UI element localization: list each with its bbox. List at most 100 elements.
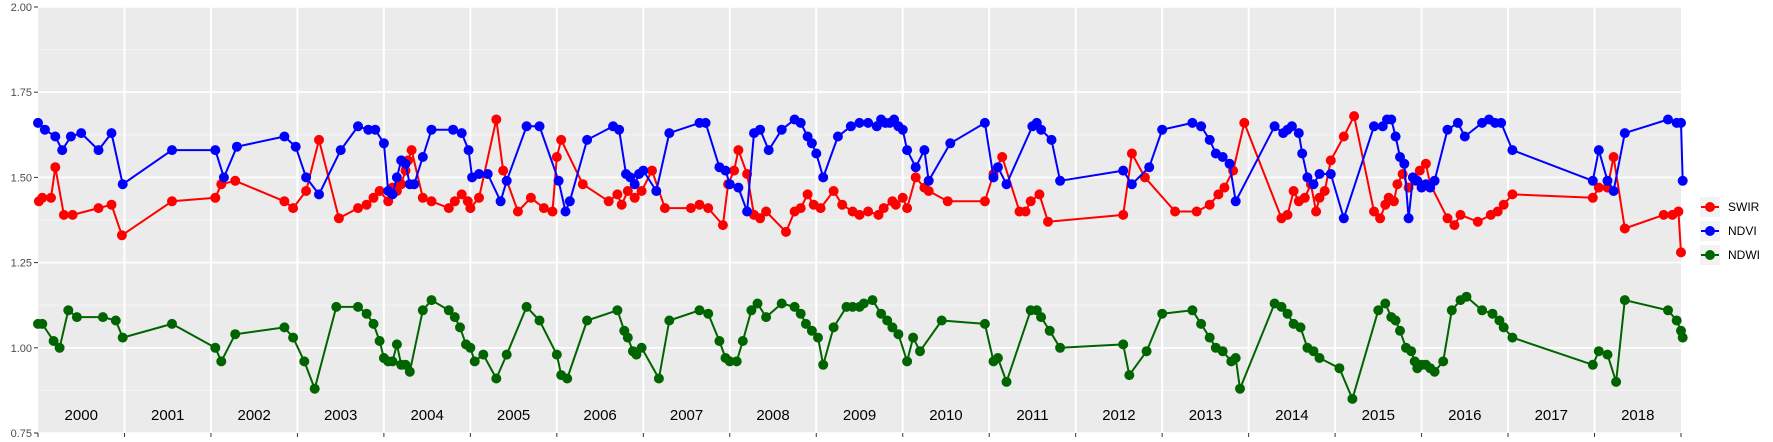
data-point-ndwi [761, 312, 772, 323]
data-point-ndvi [724, 179, 735, 190]
data-point-ndvi [426, 124, 437, 135]
data-point-ndvi [167, 145, 177, 156]
data-point-swir [694, 199, 705, 210]
data-point-ndvi [1224, 158, 1235, 169]
data-point-swir [1673, 206, 1684, 217]
data-point-swir [512, 206, 523, 217]
data-point-ndwi [1619, 295, 1630, 306]
data-point-swir [1472, 216, 1483, 227]
data-point-ndwi [374, 336, 385, 346]
data-point-ndwi [818, 359, 829, 370]
data-point-ndwi [391, 339, 402, 350]
year-label: 2007 [670, 407, 703, 424]
data-point-ndwi [361, 308, 372, 319]
year-label: 2006 [583, 407, 616, 424]
data-point-ndvi [534, 121, 545, 132]
data-point-swir [873, 209, 884, 220]
data-point-ndwi [521, 301, 532, 312]
data-point-ndvi [1507, 145, 1518, 156]
data-point-swir [1239, 117, 1250, 128]
data-point-ndvi [910, 162, 921, 173]
data-point-ndvi [1429, 175, 1440, 186]
data-point-ndvi [733, 182, 744, 193]
data-point-ndvi [1293, 128, 1304, 139]
data-point-ndvi [1187, 117, 1198, 128]
data-point-swir [854, 209, 865, 220]
data-point-ndvi [1325, 169, 1336, 179]
y-tick-label: 1.00 [11, 343, 32, 355]
data-point-swir [636, 186, 647, 196]
data-point-swir [717, 220, 728, 231]
data-point-swir [1043, 216, 1053, 227]
data-point-ndvi [945, 138, 956, 149]
data-point-swir [1314, 192, 1325, 203]
data-point-ndvi [700, 117, 711, 128]
data-point-swir [1325, 155, 1336, 166]
data-point-ndwi [1196, 318, 1207, 329]
data-point-ndwi [915, 346, 925, 357]
data-point-ndvi [1286, 121, 1297, 132]
data-point-ndwi [1001, 376, 1012, 387]
data-point-ndwi [1446, 305, 1457, 316]
year-label: 2016 [1448, 407, 1481, 424]
data-point-ndvi [417, 152, 428, 162]
data-point-ndvi [1676, 117, 1686, 128]
x-axis-ticks [37, 433, 1682, 437]
data-point-swir [210, 192, 221, 203]
data-point-ndwi [724, 356, 735, 367]
data-point-swir [361, 199, 372, 210]
data-point-ndvi [39, 124, 50, 135]
data-point-ndvi [1602, 175, 1613, 186]
year-labels: 2000 2001 2002 2003 2004 2005 2006 2007 2008 2009… [65, 407, 1655, 424]
data-point-ndwi [1276, 301, 1287, 312]
data-point-ndwi [858, 298, 869, 309]
data-point-ndvi [795, 117, 806, 128]
data-point-ndvi [1302, 172, 1313, 183]
data-point-ndwi [776, 298, 787, 309]
data-point-ndwi [636, 342, 647, 353]
data-point-ndvi [1269, 121, 1280, 132]
data-point-ndvi [50, 131, 61, 142]
data-point-swir [449, 196, 460, 207]
data-point-swir [58, 209, 69, 220]
data-point-ndvi [806, 138, 817, 149]
data-point-ndvi [1369, 121, 1379, 132]
data-point-swir [1414, 165, 1425, 176]
data-point-swir [828, 186, 839, 196]
data-point-ndvi [1459, 131, 1470, 142]
data-point-ndvi [378, 138, 389, 149]
data-point-ndvi [832, 131, 843, 142]
data-point-ndwi [368, 318, 379, 329]
data-point-swir [761, 206, 772, 217]
data-point-swir [733, 145, 744, 156]
data-point-swir [863, 206, 874, 217]
data-point-ndwi [1141, 346, 1152, 357]
data-point-ndvi [1204, 134, 1215, 145]
data-point-ndwi [387, 356, 398, 367]
data-point-ndwi [731, 356, 742, 367]
data-point-ndwi [210, 342, 221, 353]
y-tick-label: 0.75 [11, 428, 32, 440]
data-point-ndwi [694, 305, 705, 316]
data-point-swir [1191, 206, 1202, 217]
data-point-ndwi [299, 356, 310, 367]
data-point-ndwi [1157, 308, 1168, 319]
data-point-ndvi [1608, 186, 1619, 196]
data-point-swir [456, 189, 467, 200]
data-point-ndwi [806, 325, 817, 336]
data-point-ndvi [210, 145, 221, 156]
data-point-ndvi [1619, 128, 1630, 139]
data-point-ndvi [1399, 158, 1410, 169]
data-point-ndwi [110, 315, 121, 326]
year-label: 2018 [1621, 407, 1654, 424]
data-point-ndvi [629, 179, 640, 190]
data-point-ndwi [1347, 393, 1358, 404]
data-point-ndvi [1308, 179, 1319, 190]
data-point-swir [1213, 189, 1224, 200]
data-point-swir [1388, 196, 1399, 207]
data-point-swir [1034, 189, 1045, 200]
data-point-swir [890, 199, 901, 210]
data-point-swir [301, 186, 312, 196]
data-point-ndwi [752, 298, 763, 309]
